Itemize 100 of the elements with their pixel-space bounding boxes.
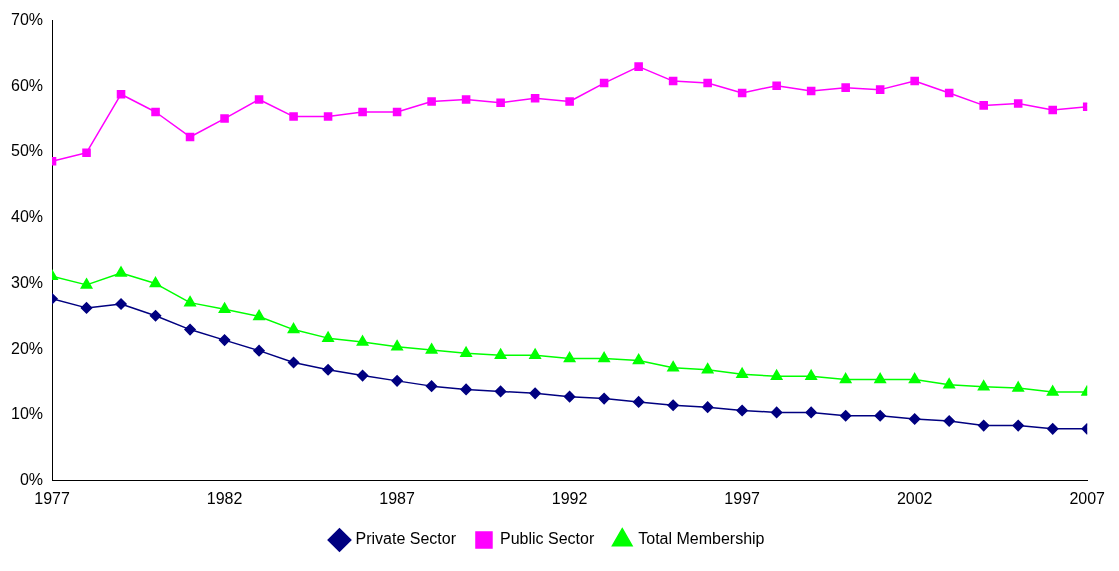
- point: [736, 367, 749, 379]
- point: [737, 88, 747, 98]
- point: [115, 298, 127, 310]
- x-tick-label: 2007: [1069, 489, 1106, 507]
- point: [218, 302, 231, 313]
- point: [667, 360, 680, 372]
- point: [460, 346, 473, 358]
- point: [289, 112, 298, 121]
- point: [460, 383, 472, 396]
- point: [392, 107, 402, 117]
- y-tick-label: 10%: [10, 405, 44, 423]
- point: [494, 348, 507, 359]
- point: [1012, 381, 1025, 392]
- point: [253, 309, 266, 321]
- point: [184, 323, 196, 336]
- y-tick-label: 60%: [10, 76, 44, 94]
- point: [496, 98, 505, 108]
- y-tick-label: 40%: [10, 208, 44, 226]
- point: [770, 369, 783, 381]
- point: [944, 88, 954, 98]
- point: [356, 335, 369, 346]
- point: [634, 62, 643, 71]
- point: [356, 369, 369, 382]
- point: [910, 76, 919, 86]
- point: [323, 112, 333, 121]
- point: [427, 97, 436, 106]
- point: [253, 344, 265, 357]
- point: [461, 95, 471, 104]
- y-tick-label: 50%: [10, 142, 44, 160]
- x-tick-label: 2002: [896, 489, 933, 507]
- point: [599, 78, 609, 88]
- point: [529, 387, 541, 400]
- point: [668, 76, 678, 86]
- point: [529, 348, 542, 359]
- x-tick-label: 1997: [724, 489, 761, 507]
- point: [805, 369, 818, 381]
- point: [1046, 423, 1059, 435]
- point: [218, 334, 231, 346]
- point: [287, 356, 300, 369]
- point: [806, 86, 816, 96]
- point: [530, 93, 540, 103]
- point: [254, 95, 264, 104]
- x-tick-label: 1987: [379, 489, 415, 507]
- legend-label: Total Membership: [638, 530, 765, 548]
- legend-label: Private Sector: [355, 530, 457, 548]
- point: [908, 413, 921, 425]
- point: [1013, 99, 1023, 108]
- point: [805, 406, 817, 419]
- point: [1046, 385, 1059, 396]
- point: [598, 351, 611, 363]
- point: [425, 380, 438, 392]
- point: [149, 276, 162, 288]
- point: [841, 83, 850, 92]
- y-tick-label: 30%: [10, 273, 44, 291]
- y-tick-label: 70%: [10, 11, 44, 29]
- x-tick-label: 1982: [206, 489, 243, 507]
- point: [80, 302, 93, 314]
- point: [115, 266, 127, 277]
- x-tick-label: 1977: [34, 489, 70, 507]
- point: [184, 295, 196, 307]
- point: [151, 107, 160, 117]
- point: [1012, 419, 1024, 432]
- point: [425, 343, 438, 354]
- point: [908, 372, 921, 384]
- point: [772, 81, 781, 90]
- point: [149, 310, 162, 322]
- point: [220, 114, 229, 123]
- point: [874, 372, 887, 384]
- point: [322, 331, 335, 342]
- point: [80, 278, 93, 289]
- point: [703, 78, 712, 88]
- point: [701, 401, 714, 413]
- point: [358, 107, 367, 117]
- point: [736, 404, 748, 417]
- y-tick-label: 20%: [10, 339, 44, 357]
- point: [116, 89, 126, 99]
- point: [632, 353, 645, 365]
- point: [287, 322, 300, 334]
- point: [943, 415, 955, 427]
- point: [770, 406, 783, 419]
- legend-label: Public Sector: [499, 530, 595, 548]
- point: [701, 362, 714, 374]
- point: [977, 380, 990, 391]
- point: [839, 372, 852, 384]
- point: [494, 385, 507, 398]
- point: [839, 409, 852, 422]
- point: [563, 390, 576, 403]
- point: [391, 339, 404, 351]
- x-tick-label: 1992: [551, 489, 588, 507]
- point: [632, 396, 645, 408]
- point: [322, 363, 334, 376]
- point: [1048, 105, 1057, 115]
- point: [979, 101, 988, 110]
- point: [391, 375, 403, 387]
- point: [563, 351, 576, 363]
- point: [598, 392, 610, 405]
- point: [977, 419, 990, 432]
- y-tick-label: 0%: [19, 471, 44, 489]
- point: [82, 148, 91, 158]
- point: [565, 97, 574, 106]
